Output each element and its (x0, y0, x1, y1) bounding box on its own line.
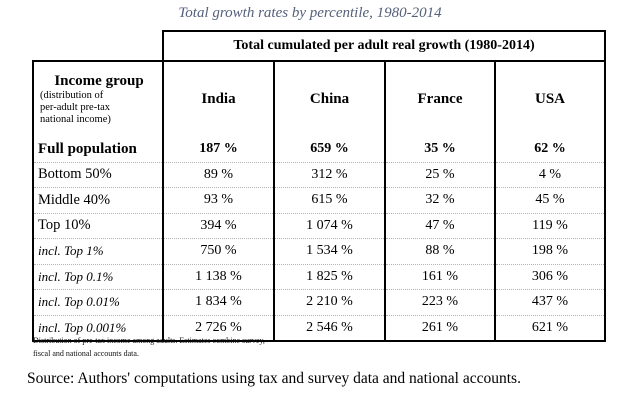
cell-usa: 198 % (495, 238, 607, 265)
cell-india: 1 138 % (163, 264, 275, 290)
income-group-title: Income group (54, 73, 144, 89)
source-note: Source: Authors' computations using tax … (27, 370, 521, 387)
table-row: Top 10% 394 % 1 074 % 47 % 119 % (32, 213, 607, 239)
cell-china: 2 546 % (274, 315, 386, 342)
cell-usa: 45 % (495, 187, 607, 214)
row-label: Full population (32, 137, 164, 163)
cell-france: 35 % (385, 137, 496, 163)
cell-usa: 306 % (495, 264, 607, 290)
cell-india: 187 % (163, 137, 275, 163)
table-row: Bottom 50% 89 % 312 % 25 % 4 % (32, 162, 607, 188)
cell-france: 25 % (385, 162, 496, 188)
cell-china: 659 % (274, 137, 386, 163)
table-row: Middle 40% 93 % 615 % 32 % 45 % (32, 187, 607, 214)
cell-china: 312 % (274, 162, 386, 188)
cell-india: 1 834 % (163, 289, 275, 316)
cell-usa: 437 % (495, 289, 607, 316)
income-group-subtitle-1: (distribution of (40, 90, 104, 101)
cell-china: 1 825 % (274, 264, 386, 290)
cell-china: 1 074 % (274, 213, 386, 239)
cell-india: 394 % (163, 213, 275, 239)
column-header-usa: USA (495, 61, 607, 137)
cell-india: 2 726 % (163, 315, 275, 342)
income-group-subtitle-2: per-adult pre-tax (40, 102, 111, 113)
income-group-subtitle-3: national income) (40, 114, 111, 125)
cell-usa: 119 % (495, 213, 607, 239)
header-blank-cell (33, 31, 163, 62)
row-label: Top 10% (32, 213, 164, 239)
cell-china: 2 210 % (274, 289, 386, 316)
super-header-row: Total cumulated per adult real growth (1… (33, 30, 607, 62)
row-label: Middle 40% (32, 187, 164, 214)
column-header-row: Income group (distribution of per-adult … (32, 61, 607, 137)
cell-china: 615 % (274, 187, 386, 214)
row-label: incl. Top 0.001% (32, 315, 164, 342)
cell-usa: 62 % (495, 137, 607, 163)
page-title: Total growth rates by percentile, 1980-2… (178, 5, 442, 21)
table-row: Full population 187 % 659 % 35 % 62 % (32, 137, 607, 163)
row-label: incl. Top 0.1% (32, 264, 164, 290)
cell-france: 32 % (385, 187, 496, 214)
table-row: incl. Top 1% 750 % 1 534 % 88 % 198 % (32, 238, 607, 265)
super-header: Total cumulated per adult real growth (1… (161, 30, 607, 62)
cell-usa: 621 % (495, 315, 607, 342)
column-header-france: France (385, 61, 496, 137)
footnote: Distribution of pre-tax income among adu… (33, 334, 265, 360)
cell-france: 47 % (385, 213, 496, 239)
cell-france: 223 % (385, 289, 496, 316)
row-label: incl. Top 0.01% (32, 289, 164, 316)
cell-france: 261 % (385, 315, 496, 342)
row-label: Bottom 50% (32, 162, 164, 188)
income-group-header: Income group (distribution of per-adult … (32, 61, 164, 137)
footnote-line-1: Distribution of pre-tax income among adu… (33, 336, 265, 345)
cell-france: 88 % (385, 238, 496, 265)
growth-table: Total cumulated per adult real growth (1… (32, 30, 607, 342)
table-row: incl. Top 0.001% 2 726 % 2 546 % 261 % 6… (32, 315, 607, 342)
row-label: incl. Top 1% (32, 238, 164, 265)
cell-india: 750 % (163, 238, 275, 265)
cell-india: 89 % (163, 162, 275, 188)
cell-france: 161 % (385, 264, 496, 290)
table-row: incl. Top 0.1% 1 138 % 1 825 % 161 % 306… (32, 264, 607, 290)
column-header-china: China (274, 61, 386, 137)
column-header-india: India (163, 61, 275, 137)
cell-usa: 4 % (495, 162, 607, 188)
footnote-line-2: fiscal and national accounts data. (33, 349, 139, 358)
table-row: incl. Top 0.01% 1 834 % 2 210 % 223 % 43… (32, 289, 607, 316)
cell-india: 93 % (163, 187, 275, 214)
cell-china: 1 534 % (274, 238, 386, 265)
